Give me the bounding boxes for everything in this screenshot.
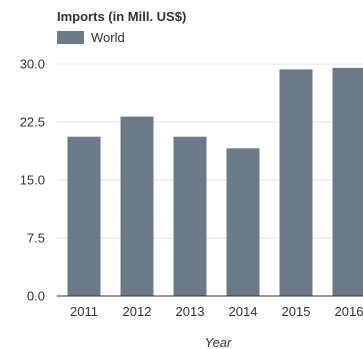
gridlines <box>57 63 363 239</box>
bar-2014 <box>226 148 260 296</box>
x-tick-label: 2013 <box>176 304 205 319</box>
x-axis-ticks: 2011 2012 2013 2014 2015 2016 <box>70 304 363 319</box>
bar-2011 <box>67 136 101 296</box>
x-axis-title: Year <box>205 335 232 349</box>
bar-2015 <box>279 69 313 296</box>
bar-2013 <box>173 136 207 296</box>
y-tick-label: 22.5 <box>20 115 45 130</box>
y-tick-label: 15.0 <box>20 173 45 188</box>
y-tick-label: 30.0 <box>20 57 45 72</box>
legend-swatch-world <box>57 31 84 44</box>
x-tick-label: 2014 <box>229 304 258 319</box>
x-tick-label: 2011 <box>70 304 98 319</box>
bar-2012 <box>120 116 154 296</box>
legend-label-world: World <box>91 30 125 45</box>
chart-title: Imports (in Mill. US$) <box>57 9 186 24</box>
bars <box>67 67 363 296</box>
y-tick-label: 0.0 <box>27 289 45 304</box>
x-tick-label: 2012 <box>123 304 152 319</box>
y-axis-ticks: 0.0 7.5 15.0 22.5 30.0 <box>20 57 45 304</box>
legend: World <box>57 30 125 45</box>
y-tick-label: 7.5 <box>27 231 45 246</box>
x-tick-label: 2015 <box>282 304 311 319</box>
x-tick-label: 2016 <box>335 304 363 319</box>
bar-2016 <box>332 67 363 296</box>
